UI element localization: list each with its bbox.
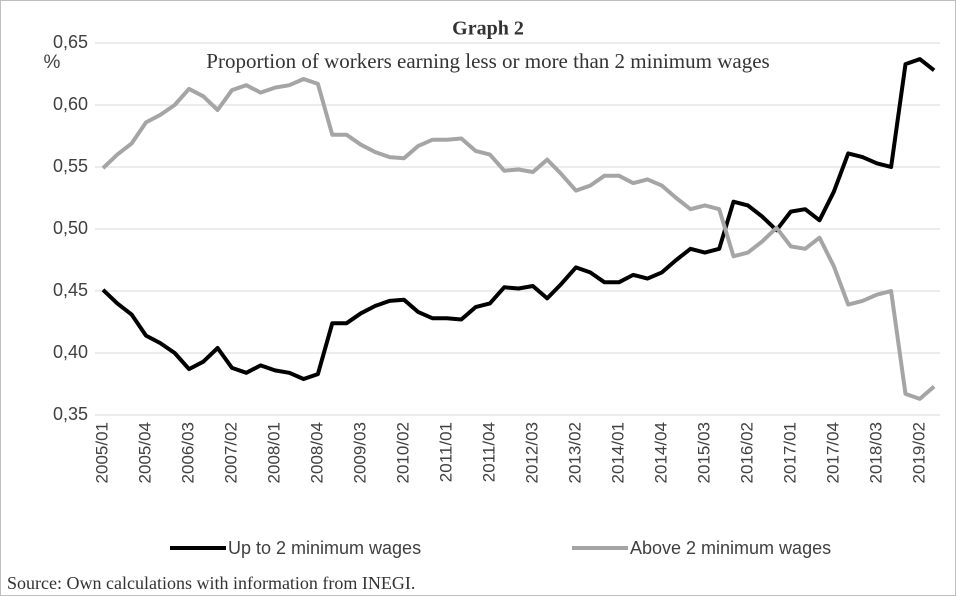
series-line [101,77,936,401]
x-tick-label: 2014/04 [651,422,670,483]
chart-title: Graph 2 [452,18,524,40]
x-tick-label: 2013/02 [565,422,584,483]
y-tick-label: 0,35 [53,404,88,424]
series-line [101,57,936,381]
x-tick-label: 2012/03 [522,422,541,483]
legend-label: Above 2 minimum wages [630,538,831,558]
legend-label: Up to 2 minimum wages [228,538,421,558]
x-tick-label: 2016/02 [737,422,756,483]
x-tick-label: 2009/03 [350,422,369,483]
x-tick-label: 2018/03 [866,422,885,483]
y-tick-label: 0,40 [53,342,88,362]
x-tick-label: 2008/01 [264,422,283,483]
source-note: Source: Own calculations with informatio… [7,573,415,593]
x-tick-label: 2008/04 [307,422,326,483]
x-tick-label: 2010/02 [393,422,412,483]
x-tick-label: 2011/01 [436,422,455,482]
x-tick-label: 2015/03 [694,422,713,483]
x-tick-label: 2011/04 [479,422,498,482]
y-axis-label: % [44,52,61,73]
x-tick-label: 2017/04 [823,422,842,483]
x-tick-label: 2007/02 [221,422,240,483]
x-tick-label: 2014/01 [608,422,627,483]
x-tick-label: 2005/01 [92,422,111,483]
x-tick-label: 2019/02 [909,422,928,483]
x-tick-label: 2017/01 [780,422,799,483]
y-tick-label: 0,65 [53,32,88,52]
y-tick-label: 0,50 [53,218,88,238]
y-tick-label: 0,60 [53,94,88,114]
chart-subtitle: Proportion of workers earning less or mo… [206,49,769,73]
y-tick-label: 0,45 [53,280,88,300]
x-tick-label: 2005/04 [135,422,154,483]
y-tick-label: 0,55 [53,156,88,176]
x-tick-label: 2006/03 [178,422,197,483]
